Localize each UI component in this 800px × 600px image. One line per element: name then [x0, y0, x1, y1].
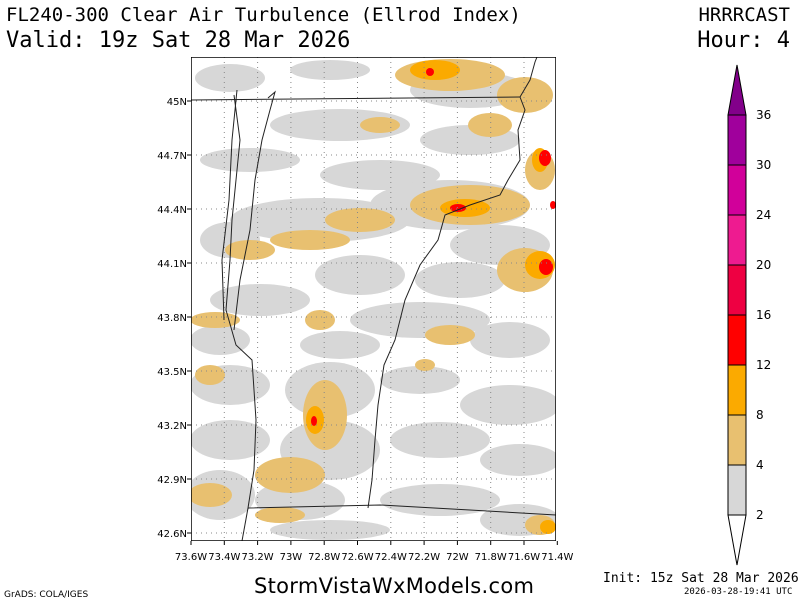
lon-label: 73.4W	[208, 552, 240, 563]
lat-label: 44.4N	[157, 205, 187, 216]
lon-label: 72.2W	[408, 552, 440, 563]
lon-label: 72.6W	[341, 552, 373, 563]
lat-label: 43.5N	[157, 367, 187, 378]
website-label: StormVistaWxModels.com	[254, 574, 535, 598]
grads-credit: GrADS: COLA/IGES	[4, 590, 89, 600]
colorbar-over-arrow	[727, 64, 747, 116]
lon-label: 71.4W	[541, 552, 573, 563]
lon-label: 72W	[446, 552, 469, 563]
lon-label: 72.4W	[375, 552, 407, 563]
lat-label: 43.8N	[157, 313, 187, 324]
forecast-hour: Hour: 4	[697, 28, 790, 53]
timestamp: 2026-03-28-19:41 UTC	[684, 587, 793, 597]
lon-label: 73.2W	[242, 552, 274, 563]
lon-label: 71.8W	[475, 552, 507, 563]
turbulence-2-4-shading	[191, 60, 556, 540]
map-title: FL240-300 Clear Air Turbulence (Ellrod I…	[6, 4, 521, 26]
valid-time: Valid: 19z Sat 28 Mar 2026	[6, 28, 351, 53]
colorbar-label: 4	[756, 458, 764, 472]
colorbar-label: 8	[756, 408, 764, 422]
colorbar-segment	[727, 464, 747, 516]
colorbar-label: 36	[756, 108, 771, 122]
lat-label: 43.2N	[157, 421, 187, 432]
lat-label: 44.7N	[157, 151, 187, 162]
colorbar-label: 12	[756, 358, 771, 372]
colorbar-segment	[727, 164, 747, 216]
colorbar-label: 24	[756, 208, 771, 222]
longitude-axis-labels: 73.6W 73.4W 73.2W 73W 72.8W 72.6W 72.4W 72.2W 72…	[175, 541, 573, 563]
lon-label: 72.8W	[308, 552, 340, 563]
lat-label: 44.1N	[157, 259, 187, 270]
colorbar-segment	[727, 114, 747, 166]
lon-label: 71.6W	[508, 552, 540, 563]
colorbar-label: 2	[756, 508, 764, 522]
colorbar-under-arrow	[727, 514, 747, 566]
state-borders	[191, 57, 556, 541]
lat-label: 42.6N	[157, 529, 187, 540]
lat-lon-gridlines	[191, 57, 556, 541]
colorbar-label: 20	[756, 258, 771, 272]
colorbar-segment	[727, 214, 747, 266]
colorbar-label: 16	[756, 308, 771, 322]
lon-label: 73.6W	[175, 552, 207, 563]
latitude-axis-labels: 45N 44.7N 44.4N 44.1N 43.8N 43.5N 43.2N 42.9N 42…	[157, 97, 191, 540]
init-time: Init: 15z Sat 28 Mar 2026	[603, 571, 799, 586]
colorbar-label: 30	[756, 158, 771, 172]
lat-label: 42.9N	[157, 475, 187, 486]
colorbar-segment	[727, 314, 747, 366]
lon-label: 73W	[280, 552, 303, 563]
colorbar-segment	[727, 364, 747, 416]
map-plot-area	[191, 57, 556, 541]
model-name: HRRRCAST	[698, 4, 790, 26]
colorbar-segment	[727, 264, 747, 316]
turbulence-12-16-shading	[311, 68, 556, 426]
colorbar-segment	[727, 414, 747, 466]
lat-label: 45N	[167, 97, 187, 108]
